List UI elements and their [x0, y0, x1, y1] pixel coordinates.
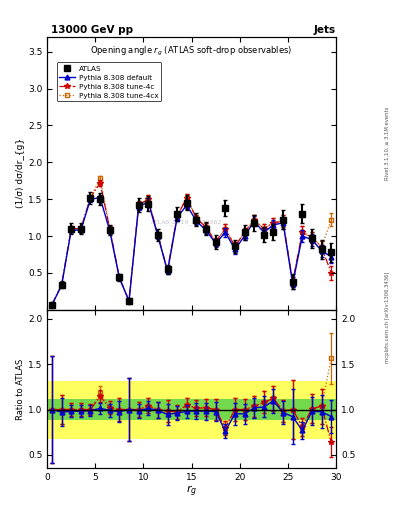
Bar	[269, 399, 278, 420]
Bar	[327, 380, 336, 439]
Bar	[105, 399, 115, 420]
Bar	[47, 399, 57, 420]
Bar	[76, 399, 86, 420]
Bar	[86, 380, 95, 439]
Bar	[240, 380, 250, 439]
Bar	[269, 380, 278, 439]
Bar	[327, 399, 336, 420]
Bar	[173, 380, 182, 439]
Bar	[307, 399, 317, 420]
Bar	[259, 399, 269, 420]
Bar	[163, 399, 173, 420]
Bar	[192, 399, 201, 420]
Bar	[192, 380, 201, 439]
Text: Jets: Jets	[313, 25, 335, 35]
Bar	[124, 399, 134, 420]
Bar	[230, 380, 240, 439]
X-axis label: $r_g$: $r_g$	[186, 484, 197, 499]
Bar	[220, 380, 230, 439]
Bar	[220, 399, 230, 420]
Bar	[47, 380, 57, 439]
Bar	[76, 380, 86, 439]
Bar	[307, 380, 317, 439]
Bar	[230, 399, 240, 420]
Text: mcplots.cern.ch [arXiv:1306.3436]: mcplots.cern.ch [arXiv:1306.3436]	[385, 272, 389, 363]
Bar	[105, 380, 115, 439]
Bar	[201, 399, 211, 420]
Bar	[115, 399, 124, 420]
Bar	[143, 399, 153, 420]
Bar	[66, 380, 76, 439]
Text: Opening angle $r_g$ (ATLAS soft-drop observables): Opening angle $r_g$ (ATLAS soft-drop obs…	[90, 45, 293, 58]
Text: Rivet 3.1.10, ≥ 3.1M events: Rivet 3.1.10, ≥ 3.1M events	[385, 106, 389, 180]
Bar	[240, 399, 250, 420]
Bar	[95, 399, 105, 420]
Bar	[134, 399, 143, 420]
Bar	[173, 399, 182, 420]
Bar	[182, 399, 192, 420]
Text: 13000 GeV pp: 13000 GeV pp	[51, 25, 133, 35]
Legend: ATLAS, Pythia 8.308 default, Pythia 8.308 tune-4c, Pythia 8.308 tune-4cx: ATLAS, Pythia 8.308 default, Pythia 8.30…	[57, 62, 162, 101]
Bar	[201, 380, 211, 439]
Bar	[211, 399, 220, 420]
Bar	[288, 380, 298, 439]
Bar	[211, 380, 220, 439]
Bar	[278, 380, 288, 439]
Bar	[317, 380, 327, 439]
Bar	[57, 380, 66, 439]
Bar	[86, 399, 95, 420]
Bar	[134, 380, 143, 439]
Bar	[57, 399, 66, 420]
Bar	[298, 380, 307, 439]
Bar	[250, 380, 259, 439]
Bar	[153, 399, 163, 420]
Bar	[163, 380, 173, 439]
Bar	[298, 399, 307, 420]
Y-axis label: (1/σ) dσ/dr_{g}: (1/σ) dσ/dr_{g}	[16, 138, 25, 208]
Text: ATLAS_2019_I1772062: ATLAS_2019_I1772062	[150, 220, 222, 225]
Bar	[124, 380, 134, 439]
Bar	[153, 380, 163, 439]
Bar	[317, 399, 327, 420]
Bar	[278, 399, 288, 420]
Bar	[115, 380, 124, 439]
Y-axis label: Ratio to ATLAS: Ratio to ATLAS	[16, 358, 25, 420]
Bar	[182, 380, 192, 439]
Bar	[95, 380, 105, 439]
Bar	[288, 399, 298, 420]
Bar	[66, 399, 76, 420]
Bar	[143, 380, 153, 439]
Bar	[259, 380, 269, 439]
Bar	[250, 399, 259, 420]
